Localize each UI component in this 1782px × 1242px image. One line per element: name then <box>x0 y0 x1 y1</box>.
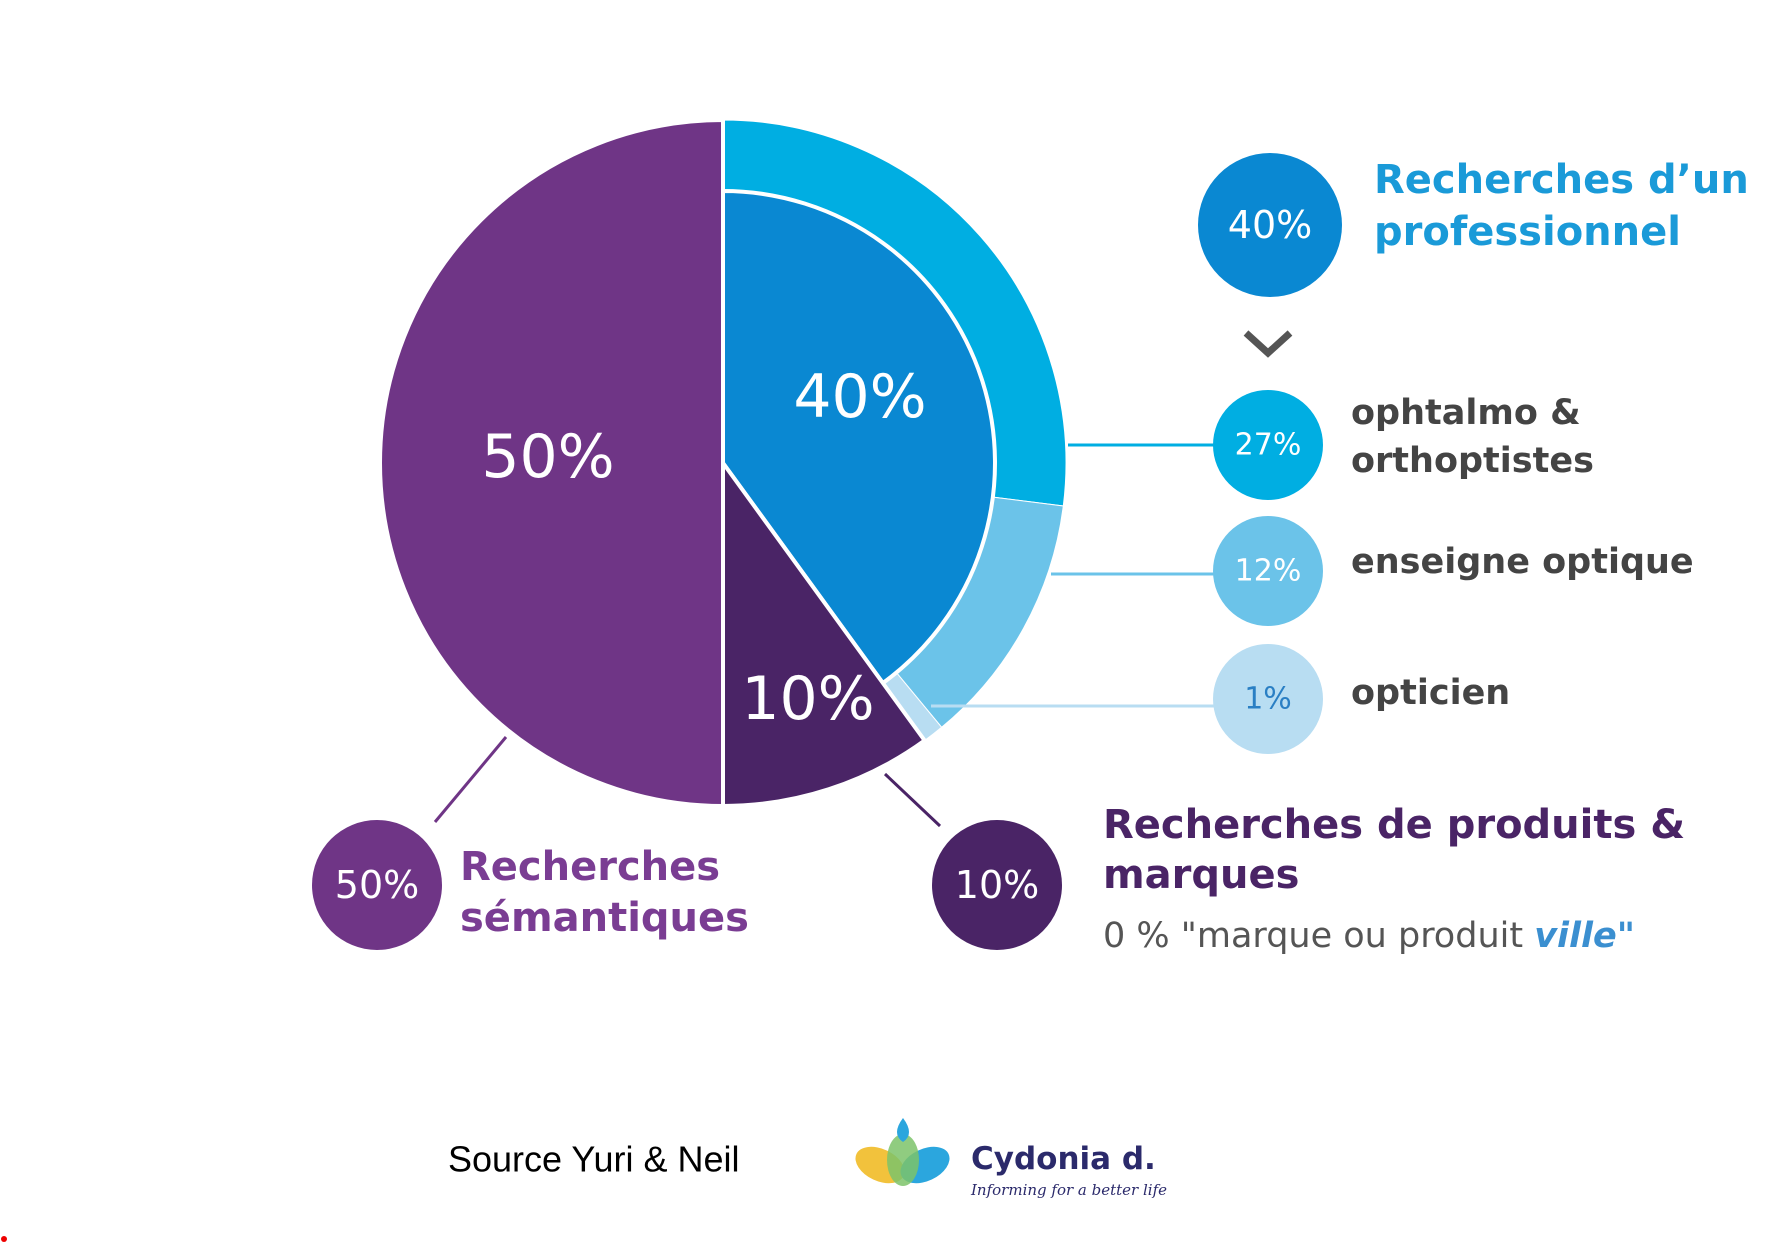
pie-slice <box>721 188 997 686</box>
red-dot <box>1 1236 7 1242</box>
breakdown-circle <box>1213 644 1323 754</box>
logo-drop <box>897 1118 909 1142</box>
pie-slice <box>378 117 725 809</box>
annotation-text: 0 % "marque ou produit <box>1103 916 1535 956</box>
chevron <box>1243 330 1293 358</box>
breakdown-value: 12% <box>1235 554 1302 589</box>
pie: 40% 10% 50% <box>378 117 1067 809</box>
logo-tagline: Informing for a better life <box>970 1181 1167 1199</box>
breakdown-circle <box>1213 516 1323 626</box>
legend-value: 50% <box>335 863 419 907</box>
breakdown-value: 27% <box>1235 428 1302 463</box>
slice-label: 10% <box>741 664 874 734</box>
slice-label: 40% <box>793 362 926 432</box>
breakdown-circle <box>1213 390 1323 500</box>
logo: Cydonia d. Informing for a better life <box>855 1118 1167 1199</box>
logo-name: Cydonia d. <box>971 1141 1156 1177</box>
legend-circle <box>932 820 1062 950</box>
legend-label: Recherches sémantiques <box>460 844 749 941</box>
breakdown-label: enseigne optique <box>1351 542 1694 582</box>
connector <box>883 772 942 828</box>
breakdown-label: ophtalmo & orthoptistes <box>1351 393 1594 481</box>
legend-value: 10% <box>955 863 1039 907</box>
annotation-emphasis: ville" <box>1534 916 1635 956</box>
connector <box>433 736 508 823</box>
breakdown-value: 1% <box>1244 682 1292 717</box>
pie-slice <box>721 456 928 809</box>
breakdown-label: opticien <box>1351 673 1511 713</box>
connectors <box>433 443 1216 828</box>
legend-value: 40% <box>1228 203 1312 247</box>
legend-circle <box>312 820 442 950</box>
logo-leaf <box>887 1134 919 1186</box>
source: Source Yuri & Neil <box>448 1139 739 1180</box>
annotation: 0 % "marque ou produit ville" <box>1103 912 1773 960</box>
slice-label: 50% <box>481 422 614 492</box>
legend-label: Recherches d’un professionnel <box>1374 157 1749 255</box>
legend-circle <box>1198 153 1342 297</box>
legend-label: Recherches de produits & marques <box>1103 802 1686 898</box>
